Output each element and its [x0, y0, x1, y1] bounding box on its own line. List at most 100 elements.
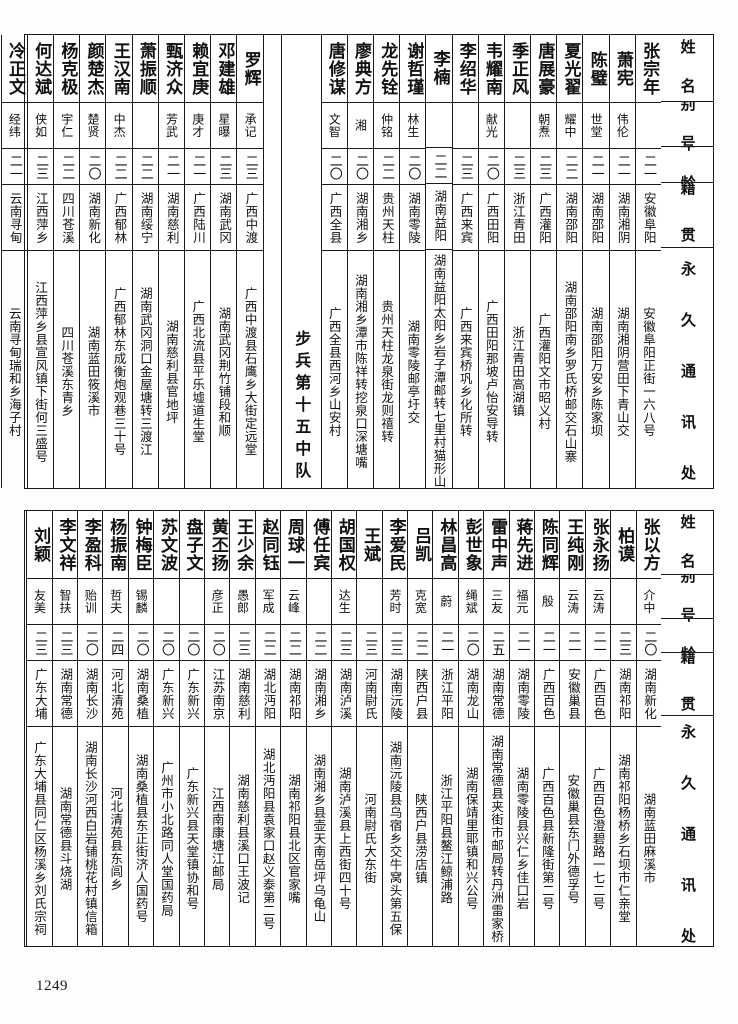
person-age: 二三: [510, 153, 526, 180]
person-name-cell: 王纯刚: [560, 511, 585, 579]
person-origin: 湖南常德: [489, 667, 505, 720]
person-name-cell: 冷正文: [1, 35, 27, 103]
person-age: 二二: [111, 153, 127, 180]
person-address-cell: 湖北沔阳县袁家口赵义泰第二号: [256, 727, 280, 946]
person-origin-cell: 广西田阳: [478, 185, 504, 251]
person-age: 二二: [431, 152, 447, 179]
person-age-cell: 二二: [426, 148, 452, 185]
person-name-cell: 杨克极: [54, 35, 80, 103]
person-column: 罗辉 承记 二三 广西中渡 广西中渡县石鹰乡大街定远堂: [236, 35, 263, 488]
person-address-cell: 广西全县西河乡山安村: [322, 251, 347, 488]
person-alias-cell: 云涛: [585, 579, 611, 625]
person-origin-cell: 湖南桑植: [128, 661, 154, 727]
person-age-cell: 二二: [281, 625, 306, 661]
person-name-cell: 陈同辉: [535, 511, 560, 579]
person-alias-cell: 献光: [478, 103, 504, 149]
person-origin: 湖北沔阳: [261, 667, 277, 720]
person-column: 张宗年 二一 安徽阜阳 安徽阜阳正街一六八号: [634, 35, 661, 488]
person-column: 蒋先进 福元 二一 湖南零陵 湖南零陵县兴仁乡佳口岩: [508, 511, 535, 946]
person-origin-cell: 湖南新化: [636, 661, 661, 727]
person-origin: 湖南新化: [86, 191, 102, 244]
person-address: 广西郁林东成衡炮观巷三十号: [111, 287, 127, 456]
person-address: 湖南湘阴营田下青山交: [614, 306, 630, 437]
person-origin: 广东大埔: [32, 667, 48, 720]
person-address: 湖南桑植县东正街济人国药号: [133, 754, 149, 923]
person-column: 李楠 二二 湖南益阳 湖南益阳太阳乡岩子潭邮转七里村猫形山: [425, 35, 452, 488]
person-age: 二〇: [483, 153, 499, 180]
person-age-cell: 二二: [373, 149, 400, 185]
person-address-cell: 湖南湘乡县壶天南岳坪乌龟山: [307, 727, 331, 946]
person-age: 二一: [514, 629, 530, 656]
person-column: 李绍华 二三 广西来宾 广西来宾桥巩乡化所转: [451, 35, 478, 488]
person-address: 河北清苑县东闾乡: [108, 786, 124, 891]
person-alias: 仲铭: [379, 113, 394, 138]
person-age-cell: 二一: [158, 149, 184, 185]
person-age-cell: 二三: [382, 625, 408, 661]
person-alias-cell: 芳武: [158, 103, 184, 149]
person-name: 廖典方: [351, 41, 371, 96]
person-alias-cell: 仲铭: [373, 103, 400, 149]
person-column: 李爱民 芳时 二三 湖南沅陵 湖南沅陵县乌宿乡交牛窝头第五保: [381, 511, 408, 946]
person-origin-cell: 湖南邵阳: [557, 185, 583, 251]
person-address-cell: 广西百色县新隆街第二号: [535, 727, 559, 946]
person-origin-cell: 河北清苑: [103, 661, 128, 727]
person-address-cell: 湖南邵阳南乡罗氏桥邮交石山寨: [557, 251, 582, 488]
person-column: 王汉南 中杰 二二 广西郁林 广西郁林东成衡炮观巷三十号: [105, 35, 132, 488]
person-alias: 智扶: [57, 589, 72, 614]
person-age: 二三: [33, 153, 49, 180]
person-age-cell: 二二: [557, 149, 583, 185]
person-name-cell: 甄济众: [158, 35, 184, 103]
person-name-cell: 王斌: [357, 511, 382, 579]
person-origin: 浙江青田: [510, 191, 526, 244]
person-age-cell: 二二: [408, 625, 433, 661]
person-origin-cell: 广西来宾: [452, 185, 478, 251]
person-alias-cell: 福元: [509, 579, 535, 625]
person-age: 二〇: [352, 153, 368, 180]
person-age: 二〇: [405, 153, 421, 180]
person-age: 二一: [590, 629, 606, 656]
person-column: 何达斌 侠如 二三 江西萍乡 江西萍乡县宣风镇下街何三盛号: [26, 35, 54, 488]
person-address: 广东新兴县天堂镇协和号: [184, 767, 200, 910]
person-name-cell: 唐修谋: [321, 35, 347, 103]
person-alias-cell: 文智: [321, 103, 347, 149]
person-column: 王少余 愚郎 二三 湖南慈利 湖南慈利县溪口王波记: [229, 511, 255, 946]
person-age-cell: 二四: [103, 625, 128, 661]
person-name-cell: 谢哲瑾: [400, 35, 426, 103]
person-age-cell: 二〇: [154, 625, 179, 661]
header-address: 永 久 通 讯 处: [678, 260, 697, 489]
header-origin-cell: 籍 贯: [661, 653, 713, 716]
person-origin-cell: 广西郁林: [106, 185, 132, 251]
person-address: 湖南零陵邮亭圩交: [405, 319, 421, 424]
person-column: 王斌 二三 河南尉氏 河南尉氏大东街: [356, 511, 382, 946]
person-age: 二一: [641, 153, 657, 180]
person-address: 湖南蓝田筱溪市: [85, 326, 101, 417]
header-address-cell: 永 久 通 讯 处: [661, 716, 713, 946]
person-address-cell: 湖南祁阳县北区官家嘴: [281, 727, 305, 946]
person-address: 广西百色县新隆街第二号: [539, 767, 555, 910]
person-name: 杨振南: [106, 517, 127, 572]
person-alias: 三友: [489, 589, 504, 614]
person-column: 陈同辉殷二一 广西百色 广西百色县新隆街第二号: [534, 511, 560, 946]
header-name-cell: 姓 名: [661, 35, 713, 102]
person-address: 湖北沔阳县袁家口赵义泰第二号: [260, 747, 276, 930]
person-origin-cell: 湖南绥宁: [132, 185, 158, 251]
person-origin: 湖南零陵: [515, 667, 531, 720]
person-age: 二〇: [463, 629, 479, 656]
person-alias: 中杰: [112, 113, 127, 138]
person-age-cell: 二一: [560, 625, 585, 661]
person-age: 二三: [457, 153, 473, 180]
person-address: 湖南益阳太阳乡岩子潭邮转七里村猫形山: [431, 253, 447, 488]
person-origin: 湖南邵阳: [563, 191, 579, 244]
person-column: 柏谟 二三 湖南祁阳 湖南祁阳杨桥乡石坝市仁亲堂: [610, 511, 636, 946]
person-origin-cell: 浙江青田: [504, 185, 531, 251]
person-age: 二一: [164, 153, 180, 180]
person-origin-cell: 江苏南京: [204, 661, 230, 727]
person-address-cell: 浙江青田高湖镇: [505, 251, 530, 488]
person-address-cell: 湖南湘乡潭市陈祥转挖泉口深塘嘴: [348, 251, 373, 488]
person-origin: 湖南新化: [642, 667, 658, 720]
person-origin: 湖南益阳: [432, 190, 448, 243]
person-origin: 湖南沅陵: [388, 667, 404, 720]
person-address: 湖南零陵县兴仁乡佳口岩: [514, 767, 530, 910]
person-name: 何达斌: [31, 41, 52, 96]
person-address-cell: 湖南常德县斗烧湖: [53, 727, 77, 946]
